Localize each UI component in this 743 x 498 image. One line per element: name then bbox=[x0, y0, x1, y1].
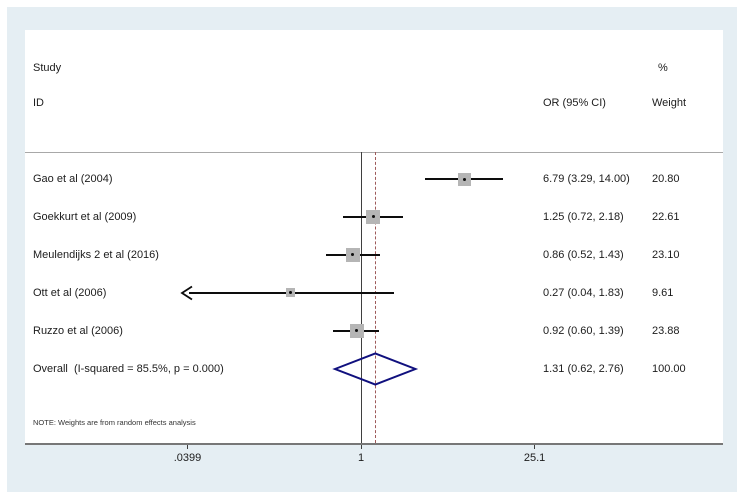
or-ci-value: 0.86 (0.52, 1.43) bbox=[543, 248, 624, 261]
overall-estimate-dashed-line bbox=[374, 152, 376, 443]
overall-weight-value: 100.00 bbox=[652, 362, 686, 375]
or-ci-value: 6.79 (3.29, 14.00) bbox=[543, 173, 630, 185]
weight-value: 9.61 bbox=[652, 286, 674, 299]
weight-value: 20.80 bbox=[652, 173, 680, 185]
overall-diamond bbox=[332, 351, 419, 386]
col-header-percent: % bbox=[658, 62, 668, 74]
weight-value: 23.88 bbox=[652, 324, 680, 337]
x-axis-tick bbox=[534, 445, 536, 449]
random-effects-note: NOTE: Weights are from random effects an… bbox=[33, 418, 196, 427]
point-estimate-dot bbox=[288, 291, 292, 295]
null-effect-line bbox=[361, 152, 362, 443]
point-estimate-dot bbox=[462, 177, 466, 181]
or-ci-value: 0.92 (0.60, 1.39) bbox=[543, 324, 624, 337]
weight-value: 23.10 bbox=[652, 248, 680, 261]
point-estimate-dot bbox=[351, 253, 355, 257]
col-header-id: ID bbox=[33, 97, 44, 109]
study-label: Goekkurt et al (2009) bbox=[33, 210, 137, 223]
col-header-weight: Weight bbox=[652, 97, 687, 109]
x-axis-tick-label: 25.1 bbox=[523, 452, 546, 464]
study-label: Gao et al (2004) bbox=[33, 173, 113, 185]
or-ci-value: 0.27 (0.04, 1.83) bbox=[543, 286, 624, 299]
weight-value: 22.61 bbox=[652, 210, 680, 223]
x-axis-tick bbox=[360, 445, 362, 449]
point-estimate-dot bbox=[371, 215, 375, 219]
header-separator-line bbox=[25, 152, 723, 153]
col-header-or-ci: OR (95% CI) bbox=[543, 97, 606, 109]
figure-panel: Study ID OR (95% CI) % Weight NOTE: Weig… bbox=[7, 7, 737, 492]
x-axis-tick-label: 1 bbox=[357, 452, 365, 464]
col-header-study: Study bbox=[33, 62, 62, 74]
x-axis-tick bbox=[187, 445, 189, 449]
overall-or-ci-value: 1.31 (0.62, 2.76) bbox=[543, 362, 624, 375]
study-label: Meulendijks 2 et al (2016) bbox=[33, 248, 159, 261]
or-ci-value: 1.25 (0.72, 2.18) bbox=[543, 210, 624, 223]
study-label: Ruzzo et al (2006) bbox=[33, 324, 123, 337]
study-label: Ott et al (2006) bbox=[33, 286, 107, 299]
overall-label: Overall (I-squared = 85.5%, p = 0.000) bbox=[33, 362, 224, 375]
plot-area: Study ID OR (95% CI) % Weight NOTE: Weig… bbox=[25, 30, 723, 445]
point-estimate-dot bbox=[355, 329, 358, 333]
x-axis-tick-label: .0399 bbox=[173, 452, 202, 464]
ci-clipped-left-arrow-icon bbox=[180, 285, 193, 300]
